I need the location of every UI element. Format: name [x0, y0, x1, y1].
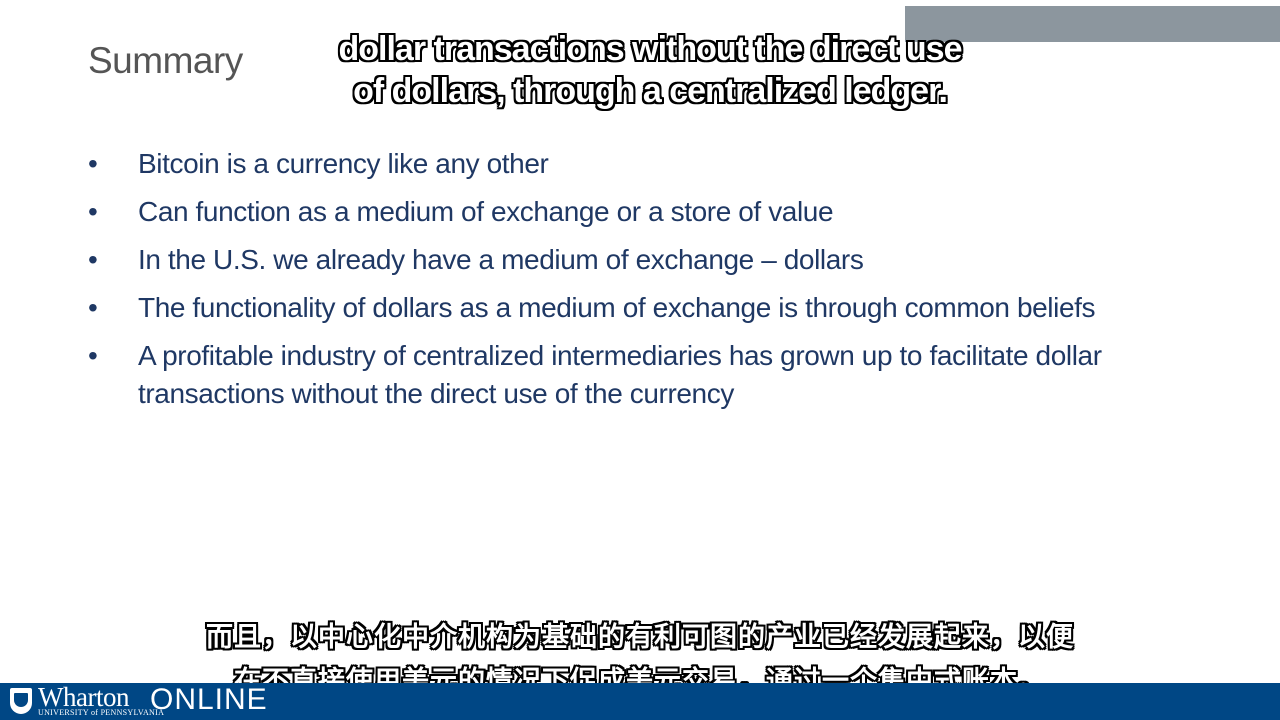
bullet-item: • Can function as a medium of exchange o…: [88, 193, 1208, 231]
english-subtitle-line: of dollars, through a centralized ledger…: [353, 72, 948, 110]
bullet-marker: •: [88, 196, 98, 227]
chinese-subtitle-line: 而且，以中心化中介机构为基础的有利可图的产业已经发展起来，以便: [206, 622, 1074, 653]
bullet-item: • The functionality of dollars as a medi…: [88, 289, 1208, 327]
bullet-text: The functionality of dollars as a medium…: [138, 292, 1096, 323]
english-subtitle-line: dollar transactions without the direct u…: [338, 30, 963, 68]
bullet-item: • A profitable industry of centralized i…: [88, 337, 1208, 413]
bullet-list: • Bitcoin is a currency like any other •…: [88, 145, 1208, 423]
bullet-text: Bitcoin is a currency like any other: [138, 148, 549, 179]
bullet-text: In the U.S. we already have a medium of …: [138, 244, 864, 275]
slide-title: Summary: [88, 40, 243, 81]
bullet-marker: •: [88, 340, 98, 371]
bullet-marker: •: [88, 292, 98, 323]
footer-band: Wharton UNIVERSITY of PENNSYLVANIA ONLIN…: [0, 682, 1280, 720]
bullet-item: • Bitcoin is a currency like any other: [88, 145, 1208, 183]
logo-online: ONLINE: [150, 683, 268, 716]
logo-name: Wharton: [38, 682, 129, 712]
bullet-text: Can function as a medium of exchange or …: [138, 196, 834, 227]
english-subtitle: dollar transactions without the direct u…: [260, 28, 1040, 112]
bullet-item: • In the U.S. we already have a medium o…: [88, 241, 1208, 279]
logo-subtitle: UNIVERSITY of PENNSYLVANIA: [38, 708, 165, 717]
bullet-marker: •: [88, 244, 98, 275]
shield-icon: [10, 688, 32, 714]
corner-band: [905, 6, 1280, 42]
bullet-text: A profitable industry of centralized int…: [138, 340, 1102, 409]
bullet-marker: •: [88, 148, 98, 179]
